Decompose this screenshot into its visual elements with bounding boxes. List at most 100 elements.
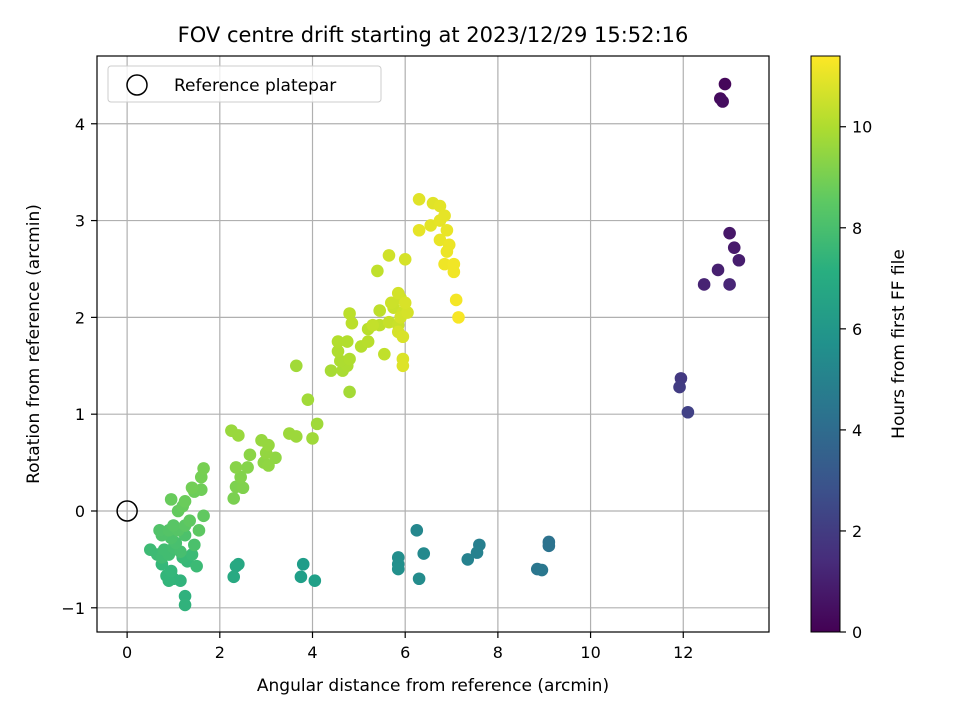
data-point: [452, 311, 465, 324]
y-tick-label: 1: [75, 405, 85, 424]
data-point: [192, 524, 206, 537]
data-point: [449, 293, 463, 307]
data-point: [296, 557, 310, 571]
data-point: [229, 559, 243, 573]
data-point: [289, 359, 303, 373]
data-point: [225, 424, 238, 437]
data-point: [153, 524, 166, 537]
x-axis-label: Angular distance from reference (arcmin): [257, 676, 609, 696]
legend-box: [107, 65, 382, 103]
data-point: [438, 257, 451, 271]
data-point: [711, 263, 725, 277]
y-tick-label: 4: [75, 115, 85, 134]
data-point: [461, 553, 475, 566]
data-point: [716, 95, 729, 108]
data-point: [433, 199, 447, 213]
data-point: [440, 223, 454, 237]
data-point: [197, 462, 210, 475]
data-point: [378, 347, 391, 361]
colorbar: [810, 55, 841, 633]
data-point: [424, 219, 437, 232]
y-axis-label: Rotation from reference (arcmin): [24, 204, 44, 484]
data-point: [178, 495, 192, 508]
data-point: [178, 598, 192, 612]
colorbar-label: Hours from first FF file: [889, 249, 909, 439]
data-point: [396, 330, 410, 344]
data-point: [673, 380, 686, 394]
data-point: [343, 385, 356, 399]
data-point: [162, 574, 176, 587]
x-tick-label: 12: [673, 643, 693, 662]
data-point: [306, 432, 319, 445]
data-point: [384, 296, 398, 310]
data-point: [324, 364, 338, 377]
data-point: [373, 304, 387, 317]
data-point: [412, 572, 426, 586]
data-point: [417, 547, 431, 560]
data-point: [732, 253, 746, 267]
x-tick-label: 6: [400, 643, 410, 662]
data-point: [188, 538, 201, 552]
data-point: [470, 546, 484, 559]
grid-lines: [97, 56, 769, 632]
colorbar-ticks: 0 2 4 6 8 10: [840, 118, 872, 642]
data-point: [398, 296, 412, 310]
data-point: [190, 559, 203, 573]
data-point: [440, 245, 454, 258]
data-point: [535, 563, 549, 577]
data-points: [143, 77, 746, 612]
colorbar-tick-label: 2: [852, 522, 862, 541]
data-point: [343, 352, 356, 366]
data-point: [310, 417, 324, 431]
data-point: [447, 257, 461, 271]
data-point: [234, 470, 247, 484]
chart-title: FOV centre drift starting at 2023/12/29 …: [178, 23, 689, 47]
legend-marker-icon: [126, 74, 148, 96]
colorbar-tick-label: 10: [852, 118, 872, 137]
data-point: [243, 448, 257, 462]
data-point: [391, 562, 405, 576]
y-tick-label: 3: [75, 212, 85, 231]
data-point: [438, 209, 451, 223]
data-point: [697, 278, 711, 291]
y-tick-label: 2: [75, 308, 85, 327]
data-point: [269, 451, 282, 465]
data-point: [412, 223, 426, 237]
colorbar-tick-label: 4: [852, 421, 862, 440]
data-point: [361, 335, 375, 348]
data-point: [343, 307, 356, 320]
data-point: [229, 461, 243, 474]
data-point: [366, 318, 380, 332]
legend: Reference platepar: [107, 65, 382, 103]
x-tick-label: 0: [122, 643, 132, 662]
data-point: [289, 430, 303, 443]
colorbar-tick-label: 6: [852, 320, 862, 339]
data-point: [412, 192, 426, 206]
data-point: [164, 564, 178, 578]
x-tick-label: 8: [493, 643, 503, 662]
data-point: [727, 241, 741, 254]
y-tick-label: −1: [61, 599, 85, 618]
data-point: [382, 249, 396, 262]
data-point: [185, 548, 199, 561]
data-point: [433, 233, 447, 247]
y-tick-label: 0: [75, 502, 85, 521]
data-point: [167, 519, 180, 532]
data-point: [197, 509, 210, 523]
data-point: [331, 344, 345, 358]
data-point: [236, 481, 250, 495]
data-point: [308, 574, 322, 587]
data-point: [398, 252, 412, 266]
data-point: [255, 434, 268, 447]
x-tick-label: 10: [580, 643, 600, 662]
x-tick-label: 4: [307, 643, 317, 662]
x-axis-ticks: 0 2 4 6 8 10 12: [122, 632, 693, 662]
data-point: [340, 335, 354, 348]
data-point: [227, 492, 241, 505]
data-point: [294, 570, 308, 584]
legend-entry-reference-platepar: Reference platepar: [174, 76, 336, 96]
x-tick-label: 2: [215, 643, 225, 662]
data-point: [718, 77, 732, 91]
reference-platepar-marker: [116, 500, 138, 522]
